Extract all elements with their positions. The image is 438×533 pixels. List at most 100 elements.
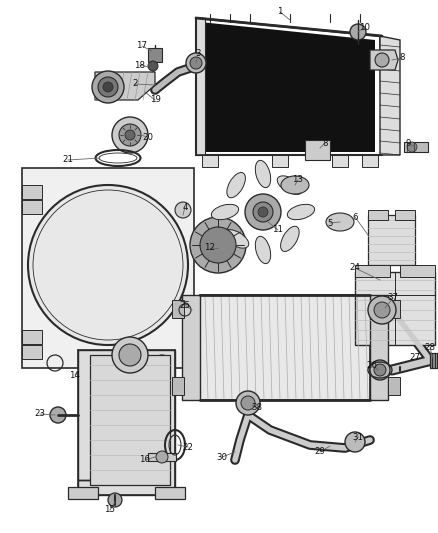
Text: 26: 26 [367,360,378,369]
Circle shape [407,142,417,152]
Circle shape [253,202,273,222]
Text: 4: 4 [182,203,188,212]
Ellipse shape [255,160,271,188]
Bar [148,453,176,461]
Circle shape [119,124,141,146]
Circle shape [148,61,158,71]
Bar [355,265,390,277]
Text: 17: 17 [137,42,148,51]
Bar [332,155,348,167]
Bar [182,295,200,400]
Circle shape [28,185,188,345]
Text: 28: 28 [424,343,435,352]
Text: 2: 2 [132,79,138,88]
Text: 16: 16 [139,456,151,464]
Circle shape [190,217,246,273]
Text: 20: 20 [142,133,153,141]
Polygon shape [368,215,415,265]
Ellipse shape [281,176,309,194]
Text: 23: 23 [35,409,46,418]
Bar [22,345,42,359]
Circle shape [370,360,390,380]
Text: 13: 13 [293,175,304,184]
Polygon shape [430,353,438,368]
Text: 22: 22 [183,442,194,451]
Circle shape [103,82,113,92]
Text: 6: 6 [352,213,358,222]
Bar [155,487,185,499]
Polygon shape [95,72,155,100]
Text: 10: 10 [360,22,371,31]
Text: 24: 24 [350,263,360,272]
Bar [22,330,42,344]
Bar [148,48,162,62]
Text: 3: 3 [195,50,201,59]
Text: 8: 8 [322,139,328,148]
Circle shape [186,53,206,73]
Bar [22,168,194,368]
Text: 38: 38 [251,403,262,413]
Circle shape [112,337,148,373]
Circle shape [119,344,141,366]
Text: 27: 27 [410,353,420,362]
Circle shape [374,302,390,318]
Polygon shape [305,140,330,160]
Bar [272,155,288,167]
Text: 31: 31 [353,432,364,441]
Polygon shape [380,36,400,155]
Circle shape [368,296,396,324]
Text: 12: 12 [205,244,215,253]
Bar [370,295,388,400]
Text: 5: 5 [327,219,333,228]
Circle shape [112,117,148,153]
Text: 30: 30 [216,453,227,462]
Circle shape [245,194,281,230]
Circle shape [375,53,389,67]
Polygon shape [78,350,175,495]
Circle shape [241,396,255,410]
Text: 1: 1 [277,7,283,17]
Circle shape [92,71,124,103]
Bar [202,155,218,167]
Text: 19: 19 [149,95,160,104]
Text: 21: 21 [63,156,74,165]
Circle shape [108,493,122,507]
Circle shape [175,202,191,218]
Circle shape [125,130,135,140]
Bar [172,300,184,318]
Ellipse shape [287,204,314,220]
Bar [400,265,435,277]
Ellipse shape [212,204,239,220]
Polygon shape [355,272,435,345]
Bar [388,377,400,395]
Bar [90,355,170,485]
Bar [200,295,370,400]
Text: 18: 18 [134,61,145,69]
Ellipse shape [227,173,245,198]
Bar [172,377,184,395]
Bar [22,185,42,199]
Bar [368,210,388,220]
Bar [68,487,98,499]
Circle shape [190,57,202,69]
Bar [395,210,415,220]
Polygon shape [200,22,375,152]
Circle shape [50,407,66,423]
Circle shape [374,364,386,376]
Bar [368,265,388,275]
Text: 15: 15 [105,505,116,514]
Circle shape [345,432,365,452]
Polygon shape [370,50,398,70]
Bar [362,155,378,167]
Text: 9: 9 [405,139,411,148]
Text: 29: 29 [314,448,325,456]
Ellipse shape [326,213,354,231]
Polygon shape [404,142,428,152]
Text: 8: 8 [399,53,405,62]
Text: 14: 14 [70,370,81,379]
Text: 25: 25 [180,301,191,310]
Circle shape [350,24,366,40]
Ellipse shape [277,176,303,195]
Circle shape [156,451,168,463]
Polygon shape [196,18,205,155]
